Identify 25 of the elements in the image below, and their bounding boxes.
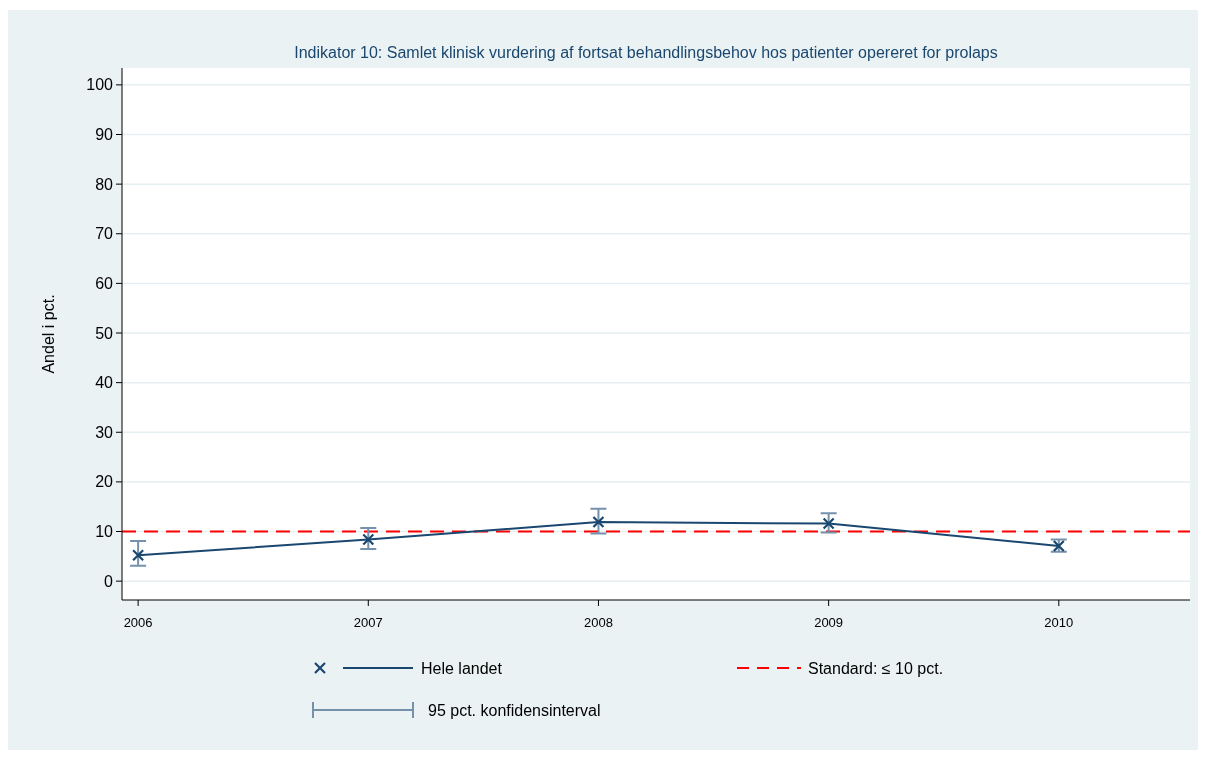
point [822,517,835,530]
y-tick-label: 10 [95,523,114,541]
point [362,533,375,546]
x-tick-label: 2010 [1044,615,1074,630]
y-tick-label: 80 [95,175,114,193]
y-tick-label: 90 [95,126,114,144]
y-tick-label: 30 [95,423,114,441]
y-tick-label: 70 [95,225,114,243]
legend-label: Hele landet [421,659,503,677]
x-tick-label: 2007 [353,615,383,630]
y-tick-label: 40 [95,374,114,392]
point [592,515,605,529]
x-tick-label: 2008 [584,615,613,630]
y-tick-label: 0 [104,572,114,590]
chart-title: Indikator 10: Samlet klinisk vurdering af fortsat behandlingsbehov hos patienter opereret for prolaps [294,44,998,61]
y-tick-label: 50 [95,324,114,342]
x-tick-label: 2006 [123,615,153,630]
x-tick-label: 2009 [814,615,844,630]
legend-label: Standard: ≤ 10 pct. [808,659,944,677]
point [132,549,145,562]
text: 95 pct. konfidensinterval [428,701,601,719]
y-tick-label: 100 [86,76,114,94]
y-tick-label: 60 [95,274,114,292]
y-axis-title: Andel i pct. [40,294,57,374]
y-tick-label: 20 [95,473,114,491]
